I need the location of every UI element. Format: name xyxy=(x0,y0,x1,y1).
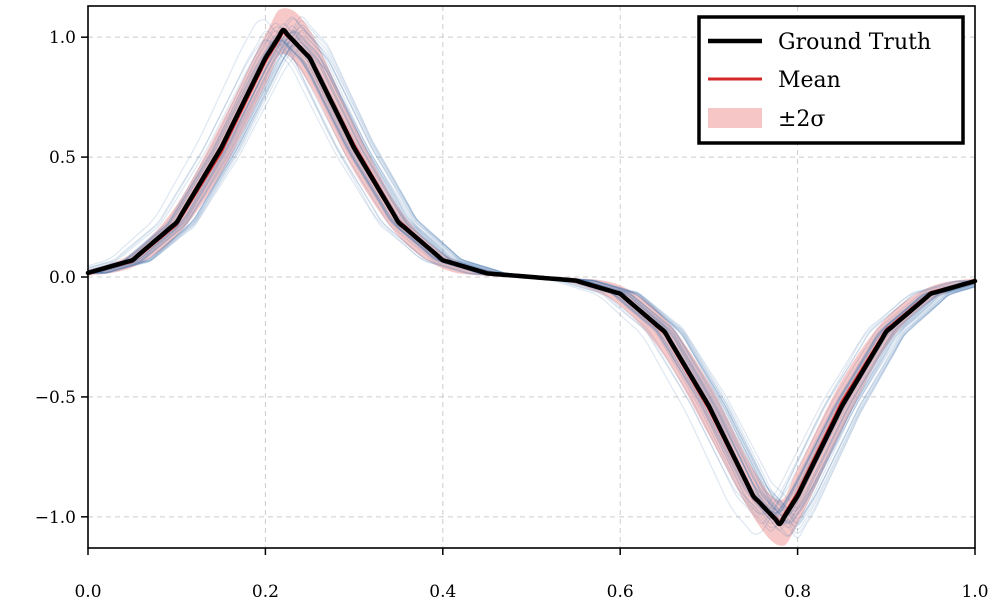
y-tick-label: 0.5 xyxy=(49,148,76,168)
y-tick-label: 1.0 xyxy=(49,28,76,48)
x-tick-label: 0.2 xyxy=(252,582,279,602)
x-tick-label: 0.6 xyxy=(607,582,634,602)
series-layer xyxy=(85,27,978,527)
x-tick-label: 0.4 xyxy=(429,582,456,602)
legend-label-ground-truth: Ground Truth xyxy=(778,30,931,55)
series-line-ground-truth xyxy=(85,27,978,527)
legend-label-mean: Mean xyxy=(778,68,841,93)
y-tick-label: −1.0 xyxy=(35,508,76,528)
x-tick-label: 0.8 xyxy=(784,582,811,602)
legend-swatch-sigma xyxy=(708,108,762,128)
x-tick-label: 0.0 xyxy=(74,582,101,602)
x-tick-label: 1.0 xyxy=(961,582,988,602)
y-tick-label: 0.0 xyxy=(49,268,76,288)
legend-label-sigma: ±2σ xyxy=(778,107,825,132)
legend: Ground Truth Mean ±2σ xyxy=(697,15,965,145)
x-axis-ticks: 0.0 0.2 0.4 0.6 0.8 1.0 xyxy=(74,548,989,602)
y-axis-ticks: 1.0 0.5 0.0 −0.5 −1.0 xyxy=(35,28,88,528)
y-tick-label: −0.5 xyxy=(35,388,76,408)
